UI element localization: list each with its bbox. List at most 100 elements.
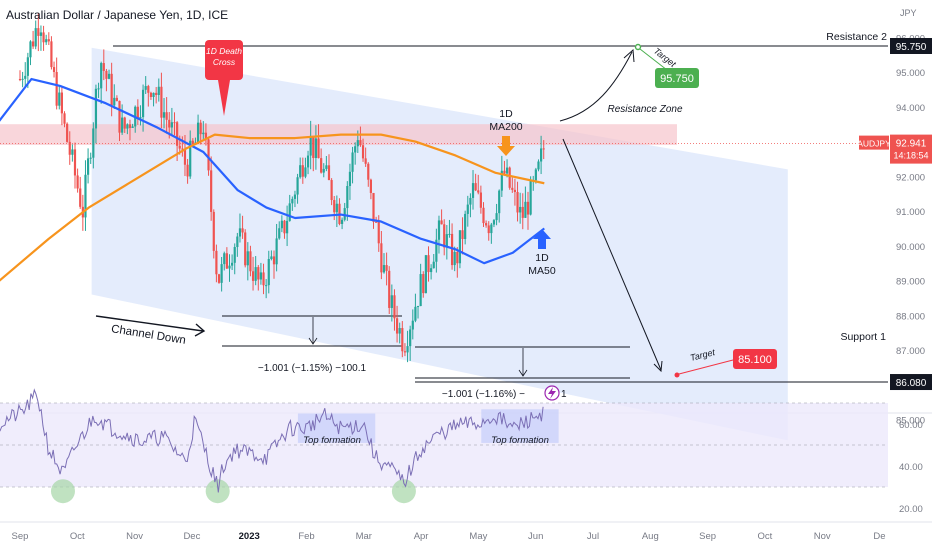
- candle-body: [228, 265, 231, 269]
- ma200-label-line1: 1D: [499, 108, 513, 120]
- y-tick-label: 95.000: [896, 68, 925, 79]
- candle-body: [422, 274, 425, 294]
- axis-unit: JPY: [900, 8, 917, 18]
- rsi-pane: Top formation Top formation: [0, 388, 888, 504]
- candle-body: [359, 140, 362, 146]
- chart-title: Australian Dollar / Japanese Yen, 1D, IC…: [6, 8, 229, 22]
- candle-body: [356, 140, 359, 147]
- rsi-tick-label: 60.00: [899, 420, 923, 431]
- candle-body: [330, 180, 333, 201]
- candle-body: [375, 221, 378, 223]
- time-axis[interactable]: Sep Oct Nov Dec 2023 Feb Mar Apr May Jun Jul Aug Sep…: [0, 521, 932, 542]
- candle-body: [314, 138, 318, 159]
- candle-body: [183, 148, 187, 165]
- target-up-badge: [655, 68, 699, 88]
- candle-body: [199, 122, 202, 135]
- candle-body: [529, 180, 532, 215]
- candle-body: [304, 167, 307, 177]
- candle-body: [430, 268, 433, 273]
- candle-body: [110, 73, 113, 106]
- candle-body: [361, 145, 365, 159]
- candle-body: [212, 211, 215, 251]
- candle-body: [249, 251, 252, 272]
- death-cross-line1: 1D Death: [206, 46, 242, 56]
- measure-2-label: −1.001 (−1.16%) −: [442, 389, 525, 400]
- x-tick-label: Sep: [12, 531, 29, 542]
- candle-body: [155, 92, 158, 95]
- candle-body: [265, 285, 268, 287]
- candle-body: [299, 165, 302, 178]
- lightning-glyph: [548, 387, 556, 399]
- candle-body: [390, 295, 393, 308]
- downside-arrowhead: [653, 360, 663, 373]
- candle-body: [45, 39, 48, 43]
- candle-body: [508, 167, 511, 188]
- candle-body: [55, 72, 58, 106]
- candle-body: [162, 112, 166, 118]
- symbol-tag-label: AUDJPY: [857, 139, 891, 149]
- candle-body: [306, 155, 310, 168]
- candle-body: [189, 140, 192, 177]
- candle-body: [505, 167, 509, 174]
- candle-body: [170, 122, 173, 128]
- upside-curve-arrowhead: [623, 48, 635, 63]
- candle-countdown: 14:18:54: [893, 151, 928, 161]
- candle-body: [94, 88, 98, 129]
- death-cross-callout: [205, 40, 243, 80]
- candle-body: [102, 63, 105, 71]
- candle-body: [537, 161, 540, 170]
- candle-body: [346, 185, 349, 209]
- candle-body: [403, 351, 407, 353]
- candle-body: [100, 63, 103, 89]
- candle-body: [322, 168, 325, 173]
- candle-body: [92, 128, 95, 158]
- y-tick-label: 90.000: [896, 242, 925, 253]
- candle-body: [152, 92, 155, 97]
- candle-body: [495, 213, 498, 221]
- channel-down-arrowhead: [194, 323, 206, 337]
- candle-body: [39, 32, 43, 36]
- y-tick-label: 85.000: [896, 416, 925, 427]
- candle-body: [382, 265, 386, 273]
- x-tick-label: Nov: [126, 531, 143, 542]
- candle-body: [181, 148, 184, 150]
- price-axis[interactable]: JPY85.00086.00087.00088.00089.00090.0009…: [857, 8, 932, 515]
- candle-body: [24, 75, 27, 79]
- candle-body: [492, 220, 496, 225]
- target-down-value: 85.100: [738, 354, 772, 366]
- candle-body: [340, 219, 344, 224]
- candle-body: [160, 86, 163, 118]
- y-tick-label: 91.000: [896, 207, 925, 218]
- candle-body: [217, 274, 221, 283]
- ma200-line: [0, 133, 545, 282]
- y-tick-label: 92.000: [896, 172, 925, 183]
- candle-body: [29, 41, 32, 58]
- candle-body: [270, 256, 273, 260]
- candle-body: [238, 228, 242, 237]
- support-1-label: Support 1: [840, 331, 886, 343]
- candle-body: [498, 190, 501, 214]
- x-tick-label: Sep: [699, 531, 716, 542]
- candle-body: [432, 261, 435, 269]
- support-1-tag: [890, 374, 932, 391]
- candle-body: [437, 220, 441, 240]
- candle-body: [272, 256, 276, 265]
- candle-body: [47, 39, 50, 42]
- candle-body: [435, 239, 438, 262]
- candle-body: [485, 223, 488, 226]
- candle-body: [288, 203, 291, 221]
- ma200-label-line2: MA200: [489, 121, 522, 133]
- candle-body: [453, 251, 456, 266]
- candle-body: [521, 206, 524, 218]
- candle-body: [165, 112, 168, 120]
- support-1-tag-value: 86.080: [896, 378, 927, 389]
- candle-body: [246, 251, 249, 266]
- candle-body: [364, 158, 367, 164]
- candle-body: [450, 233, 454, 266]
- candle-body: [207, 139, 210, 171]
- candle-body: [86, 158, 90, 175]
- candle-body: [186, 164, 189, 177]
- candle-body: [210, 170, 213, 212]
- candle-body: [351, 152, 354, 172]
